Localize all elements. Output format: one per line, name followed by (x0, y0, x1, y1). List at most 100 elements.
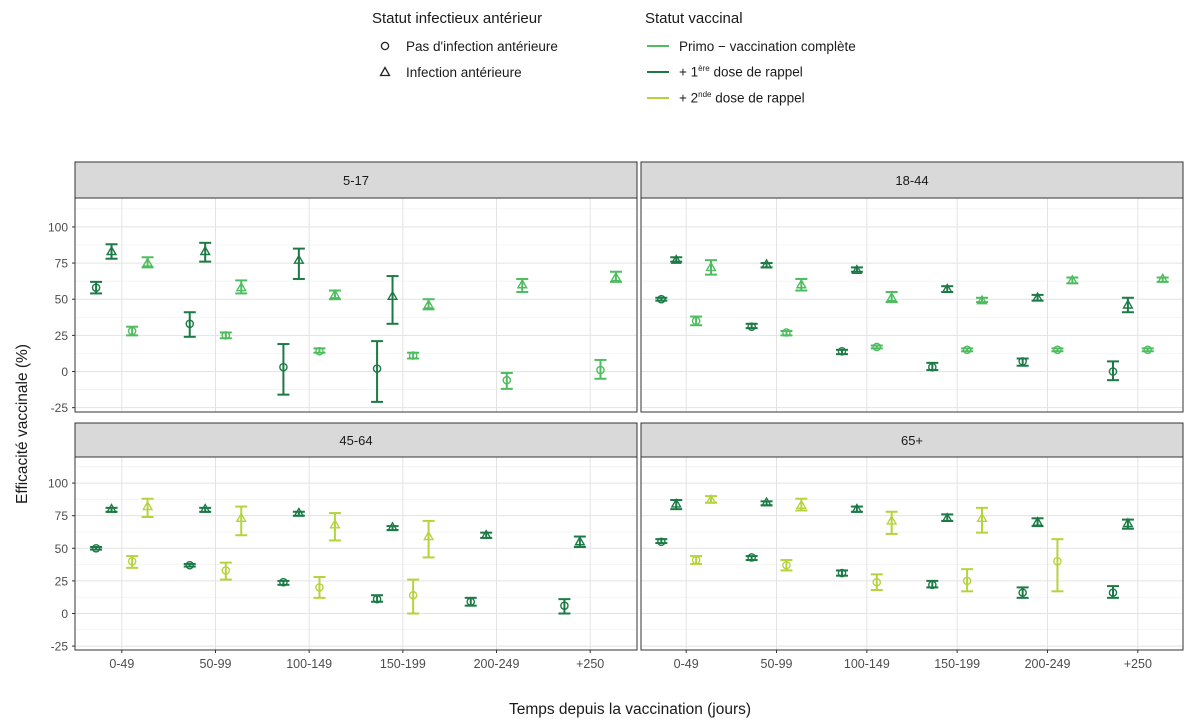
data-point (926, 579, 939, 590)
x-tick-label: +250 (1124, 657, 1152, 671)
shape-legend-title: Statut infectieux antérieur (372, 10, 543, 27)
data-point (941, 283, 954, 293)
data-point (1051, 538, 1064, 593)
x-tick-label: 150-199 (380, 657, 426, 671)
triangle-marker (142, 500, 154, 511)
panel-background (75, 198, 637, 412)
y-tick-label: 50 (55, 293, 69, 307)
facet-strip (74, 161, 638, 199)
circle-marker (691, 555, 701, 565)
data-point (1106, 585, 1119, 599)
y-tick-label: -25 (51, 401, 69, 415)
color-legend-title: Statut vaccinal (645, 10, 743, 27)
color-legend-item-primo: Primo − vaccination complète (645, 33, 856, 59)
data-point (976, 506, 989, 534)
circle-marker (185, 560, 195, 570)
data-point (90, 543, 103, 553)
data-point (795, 277, 808, 292)
data-point (835, 346, 848, 356)
color-legend-item-r2: + 2nde dose de rappel (645, 85, 856, 111)
circle-marker (691, 316, 701, 326)
triangle-marker (886, 291, 898, 302)
data-point (371, 594, 384, 604)
data-point (835, 568, 848, 578)
circle-marker (127, 557, 137, 566)
triangle-marker (386, 521, 399, 532)
data-point (760, 258, 773, 269)
y-tick-label: 75 (55, 257, 69, 271)
data-point (961, 345, 974, 355)
circle-marker (560, 601, 569, 610)
y-tick-label: 0 (61, 607, 68, 621)
data-point (976, 294, 989, 305)
triangle-marker (941, 283, 953, 293)
data-point (670, 254, 683, 264)
data-point (1016, 586, 1029, 599)
panel-border (640, 456, 1184, 651)
triangle-marker (795, 278, 807, 289)
data-point (1121, 517, 1134, 530)
data-point (558, 598, 571, 615)
circle-marker (1108, 367, 1118, 376)
triangle-marker (1157, 272, 1169, 283)
y-tick-label: 100 (48, 220, 68, 234)
data-point (422, 298, 435, 311)
x-tick-label: 50-99 (200, 657, 232, 671)
data-point (407, 351, 420, 360)
data-point (141, 497, 154, 518)
panel-background (641, 457, 1183, 650)
panel-border (74, 197, 638, 413)
circle-marker (928, 362, 937, 372)
data-point (500, 371, 513, 390)
circle-marker (872, 342, 882, 352)
data-point (199, 241, 212, 263)
data-point (655, 294, 668, 304)
data-point (1016, 357, 1029, 367)
data-point (705, 259, 718, 276)
data-point (328, 512, 341, 542)
x-tick-label: 200-249 (1025, 657, 1071, 671)
data-point (219, 331, 232, 340)
data-point (1121, 296, 1134, 314)
triangle-marker (976, 294, 988, 305)
x-tick-label: 100-149 (844, 657, 890, 671)
data-point (870, 573, 883, 592)
circle-marker (747, 553, 756, 562)
data-point (328, 288, 341, 301)
data-point (235, 279, 248, 295)
circle-marker (1018, 357, 1027, 366)
line-swatch-icon (645, 37, 671, 55)
facet-title: 18-44 (895, 173, 928, 188)
circle-marker (466, 597, 476, 607)
circle-marker (221, 331, 231, 340)
x-tick-label: 100-149 (286, 657, 332, 671)
triangle-marker (851, 264, 863, 274)
data-point (1156, 272, 1169, 283)
triangle-marker (142, 257, 154, 267)
triangle-marker (886, 514, 898, 525)
data-point (292, 247, 305, 280)
triangle-marker (293, 507, 305, 517)
circle-marker (372, 364, 382, 373)
circle-marker (372, 594, 382, 604)
panel-border (640, 197, 1184, 413)
triangle-marker (235, 512, 247, 522)
triangle-marker (199, 245, 211, 256)
data-point (573, 535, 586, 548)
triangle-marker (941, 512, 953, 522)
x-tick-label: +250 (576, 657, 604, 671)
data-point (126, 325, 139, 337)
triangle-marker (705, 261, 717, 272)
x-tick-label: 0-49 (109, 657, 134, 671)
data-point (780, 559, 793, 572)
triangle-marker (574, 535, 586, 546)
shape-legend-label: Infection antérieure (406, 64, 522, 80)
y-tick-label: 100 (48, 477, 68, 491)
circle-marker (185, 319, 195, 329)
data-point (277, 343, 290, 396)
y-tick-label: 25 (55, 574, 69, 588)
data-point (313, 346, 326, 356)
data-point (199, 503, 212, 513)
data-point (1141, 345, 1154, 355)
circle-marker (747, 322, 756, 331)
